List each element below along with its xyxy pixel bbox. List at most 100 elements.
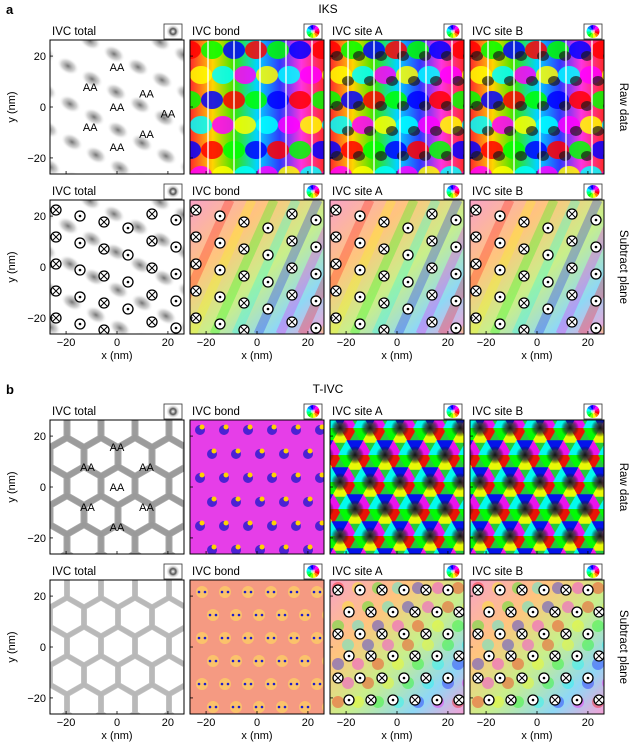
y-tick-label: 0 bbox=[40, 102, 46, 114]
hue-colorwheel-icon bbox=[583, 403, 603, 420]
panel-1-0-0: AA AA AA AA AA AA AA IVC total bbox=[49, 403, 185, 555]
y-axis-label: y (nm) bbox=[6, 631, 18, 662]
panel-title: IVC site B bbox=[472, 406, 523, 418]
aa-label: AA bbox=[110, 102, 125, 114]
panel-0-1-0: IVC total bbox=[49, 183, 185, 335]
panel-title: IVC total bbox=[52, 566, 96, 578]
x-tick-label: 0 bbox=[394, 717, 400, 729]
x-tick-label: 20 bbox=[442, 337, 454, 349]
hue-colorwheel-icon bbox=[443, 563, 463, 580]
panel-title: IVC bond bbox=[192, 186, 240, 198]
hue-colorwheel-icon bbox=[443, 183, 463, 200]
x-tick-label: 20 bbox=[582, 717, 594, 729]
x-tick-label: 0 bbox=[114, 717, 120, 729]
panel-1-0-1: IVC bond bbox=[189, 403, 325, 555]
x-tick-label: −20 bbox=[57, 337, 76, 349]
y-axis-label: y (nm) bbox=[6, 471, 18, 502]
x-tick-label: −20 bbox=[197, 717, 216, 729]
x-tick-label: 20 bbox=[302, 337, 314, 349]
panel-0-0-2: IVC site A bbox=[329, 23, 465, 175]
row-side-label: Subtract plane bbox=[617, 230, 629, 304]
aa-label: AA bbox=[110, 522, 125, 534]
aa-label: AA bbox=[110, 482, 125, 494]
y-axis-label: y (nm) bbox=[6, 251, 18, 282]
aa-label: AA bbox=[139, 462, 154, 474]
panel-0-1-3: IVC site B bbox=[469, 183, 605, 335]
x-tick-label: 0 bbox=[394, 337, 400, 349]
panel-1-1-2: IVC site A bbox=[329, 563, 465, 715]
aa-label: AA bbox=[110, 442, 125, 454]
x-axis-label: x (nm) bbox=[101, 350, 132, 362]
row-side-label: Raw data bbox=[617, 83, 629, 132]
x-tick-label: 20 bbox=[442, 717, 454, 729]
gray-colorwheel-icon bbox=[163, 563, 183, 580]
panel-title: IVC bond bbox=[192, 26, 240, 38]
x-tick-label: 0 bbox=[534, 717, 540, 729]
x-tick-label: −20 bbox=[477, 337, 496, 349]
hue-colorwheel-icon bbox=[583, 563, 603, 580]
y-tick-label: −20 bbox=[27, 313, 46, 325]
panel-1-0-3: IVC site B bbox=[469, 403, 605, 555]
y-tick-label: 0 bbox=[40, 262, 46, 274]
panel-title: IVC site B bbox=[472, 26, 523, 38]
panel-title: IVC site B bbox=[472, 566, 523, 578]
y-tick-label: 20 bbox=[34, 211, 46, 223]
section-letter: b bbox=[6, 382, 14, 397]
x-tick-label: 20 bbox=[162, 337, 174, 349]
panel-title: IVC bond bbox=[192, 566, 240, 578]
x-axis-label: x (nm) bbox=[241, 730, 272, 742]
x-axis-label: x (nm) bbox=[381, 730, 412, 742]
section-title: T-IVC bbox=[313, 382, 344, 396]
x-tick-label: −20 bbox=[477, 717, 496, 729]
panel-title: IVC site A bbox=[332, 186, 383, 198]
aa-label: AA bbox=[139, 502, 154, 514]
x-tick-label: −20 bbox=[197, 337, 216, 349]
hue-colorwheel-icon bbox=[303, 563, 323, 580]
panel-0-0-0: AA AA AA AA AA AA AA AA IVC total bbox=[49, 23, 185, 175]
x-tick-label: 0 bbox=[254, 337, 260, 349]
gray-colorwheel-icon bbox=[163, 23, 183, 40]
y-tick-label: 20 bbox=[34, 591, 46, 603]
aa-label: AA bbox=[83, 122, 98, 134]
aa-label: AA bbox=[139, 129, 154, 141]
panel-title: IVC site A bbox=[332, 26, 383, 38]
y-tick-label: −20 bbox=[27, 153, 46, 165]
x-axis-label: x (nm) bbox=[241, 350, 272, 362]
x-tick-label: 0 bbox=[254, 717, 260, 729]
x-tick-label: 0 bbox=[534, 337, 540, 349]
panel-title: IVC site B bbox=[472, 186, 523, 198]
panel-1-1-0: IVC total bbox=[49, 563, 185, 715]
panel-title: IVC total bbox=[52, 26, 96, 38]
x-tick-label: −20 bbox=[337, 717, 356, 729]
panel-0-0-3: IVC site B bbox=[469, 23, 605, 175]
x-tick-label: 20 bbox=[162, 717, 174, 729]
section-title: IKS bbox=[318, 2, 337, 16]
panel-0-1-2: IVC site A bbox=[329, 183, 465, 335]
x-axis-label: x (nm) bbox=[521, 730, 552, 742]
x-axis-label: x (nm) bbox=[101, 730, 132, 742]
x-tick-label: 20 bbox=[582, 337, 594, 349]
hue-colorwheel-icon bbox=[303, 403, 323, 420]
row-side-label: Subtract plane bbox=[617, 610, 629, 684]
hue-colorwheel-icon bbox=[583, 23, 603, 40]
aa-label: AA bbox=[80, 462, 95, 474]
panel-1-0-2: IVC site A bbox=[329, 403, 465, 555]
panel-title: IVC total bbox=[52, 406, 96, 418]
x-tick-label: 0 bbox=[114, 337, 120, 349]
x-axis-label: x (nm) bbox=[521, 350, 552, 362]
panel-title: IVC site A bbox=[332, 406, 383, 418]
aa-label: AA bbox=[161, 109, 176, 121]
aa-label: AA bbox=[110, 142, 125, 154]
aa-label: AA bbox=[110, 62, 125, 74]
panel-0-1-1: IVC bond bbox=[189, 183, 325, 335]
x-tick-label: −20 bbox=[337, 337, 356, 349]
hue-colorwheel-icon bbox=[583, 183, 603, 200]
hue-colorwheel-icon bbox=[443, 23, 463, 40]
panel-1-1-1: IVC bond bbox=[189, 563, 325, 715]
x-axis-label: x (nm) bbox=[381, 350, 412, 362]
panel-1-1-3: IVC site B bbox=[469, 563, 605, 715]
hue-colorwheel-icon bbox=[303, 23, 323, 40]
x-tick-label: 20 bbox=[302, 717, 314, 729]
y-tick-label: 0 bbox=[40, 642, 46, 654]
